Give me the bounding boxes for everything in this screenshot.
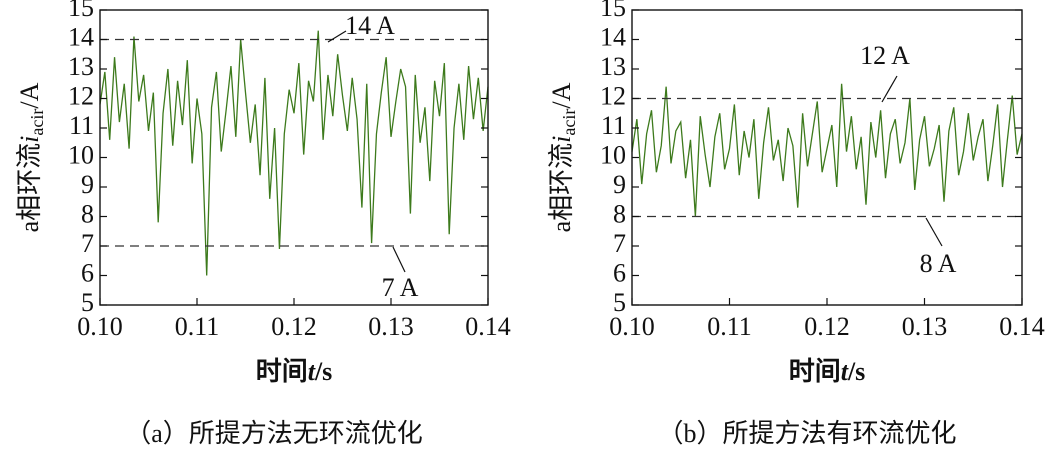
x-axis-label: 时间t/s bbox=[789, 357, 866, 386]
x-tick-label: 0.13 bbox=[902, 312, 948, 341]
x-tick-label: 0.11 bbox=[707, 312, 752, 341]
x-tick-label: 0.14 bbox=[999, 312, 1045, 341]
y-tick-label: 13 bbox=[68, 52, 94, 81]
y-axis-label-part: i bbox=[547, 136, 576, 143]
annotation: 7 A bbox=[382, 273, 419, 302]
signal-line bbox=[99, 30, 489, 276]
annotation: 12 A bbox=[860, 41, 910, 70]
y-tick-label: 10 bbox=[600, 140, 626, 169]
y-axis-label: a相环流iacir/A bbox=[547, 82, 579, 232]
plot-frame bbox=[631, 9, 1023, 306]
x-tick-label: 0.14 bbox=[465, 312, 511, 341]
y-tick-label: 5 bbox=[613, 288, 626, 317]
annotation-leader bbox=[881, 75, 898, 103]
x-axis-label-part: 时间 bbox=[789, 357, 841, 386]
y-axis-label-part: /A bbox=[15, 82, 44, 108]
y-tick-label: 10 bbox=[68, 140, 94, 169]
y-axis-label-part: a相环流 bbox=[15, 143, 44, 233]
x-tick-label: 0.11 bbox=[175, 312, 220, 341]
y-axis-label-part: /A bbox=[547, 82, 576, 108]
y-axis-label-part: acir bbox=[27, 109, 47, 136]
x-tick-label: 0.10 bbox=[609, 312, 655, 341]
y-tick-label: 6 bbox=[613, 258, 626, 287]
x-tick-label: 0.12 bbox=[271, 312, 317, 341]
x-axis-label-part: /s bbox=[314, 357, 332, 386]
y-tick-label: 5 bbox=[81, 288, 94, 317]
y-tick-label: 6 bbox=[81, 258, 94, 287]
y-tick-label: 15 bbox=[600, 0, 626, 22]
plot-frame bbox=[99, 9, 489, 306]
annotation-leader bbox=[392, 246, 406, 273]
x-axis-label-part: 时间 bbox=[256, 357, 308, 386]
y-tick-label: 7 bbox=[613, 229, 626, 258]
x-tick-label: 0.13 bbox=[368, 312, 414, 341]
annotation: 14 A bbox=[345, 11, 395, 40]
x-axis-label-part: t bbox=[308, 357, 316, 386]
annotation-leader bbox=[327, 30, 347, 43]
y-tick-label: 12 bbox=[600, 81, 626, 110]
y-tick-label: 9 bbox=[613, 170, 626, 199]
y-tick-label: 8 bbox=[613, 199, 626, 228]
y-tick-label: 13 bbox=[600, 52, 626, 81]
x-tick-label: 0.12 bbox=[804, 312, 850, 341]
x-tick-label: 0.10 bbox=[77, 312, 123, 341]
y-tick-label: 15 bbox=[68, 0, 94, 22]
annotation-leader bbox=[925, 217, 943, 247]
caption: （b）所提方法有环流优化 bbox=[657, 419, 956, 448]
y-tick-label: 11 bbox=[601, 111, 626, 140]
x-axis-label-part: /s bbox=[847, 357, 865, 386]
y-tick-label: 9 bbox=[81, 170, 94, 199]
y-axis-label: a相环流iacir/A bbox=[15, 82, 47, 232]
caption: （a）所提方法无环流优化 bbox=[125, 419, 423, 448]
y-axis-label-part: acir bbox=[559, 109, 579, 136]
y-axis-label-part: a相环流 bbox=[547, 143, 576, 233]
y-axis-label-part: i bbox=[15, 136, 44, 143]
y-tick-label: 14 bbox=[68, 22, 94, 51]
annotation: 8 A bbox=[920, 249, 957, 278]
x-axis-label-part: t bbox=[841, 357, 849, 386]
y-tick-label: 14 bbox=[600, 22, 626, 51]
signal-line bbox=[631, 83, 1023, 217]
y-tick-label: 11 bbox=[69, 111, 94, 140]
y-tick-label: 12 bbox=[68, 81, 94, 110]
y-tick-label: 7 bbox=[81, 229, 94, 258]
x-axis-label: 时间t/s bbox=[256, 357, 333, 386]
y-tick-label: 8 bbox=[81, 199, 94, 228]
